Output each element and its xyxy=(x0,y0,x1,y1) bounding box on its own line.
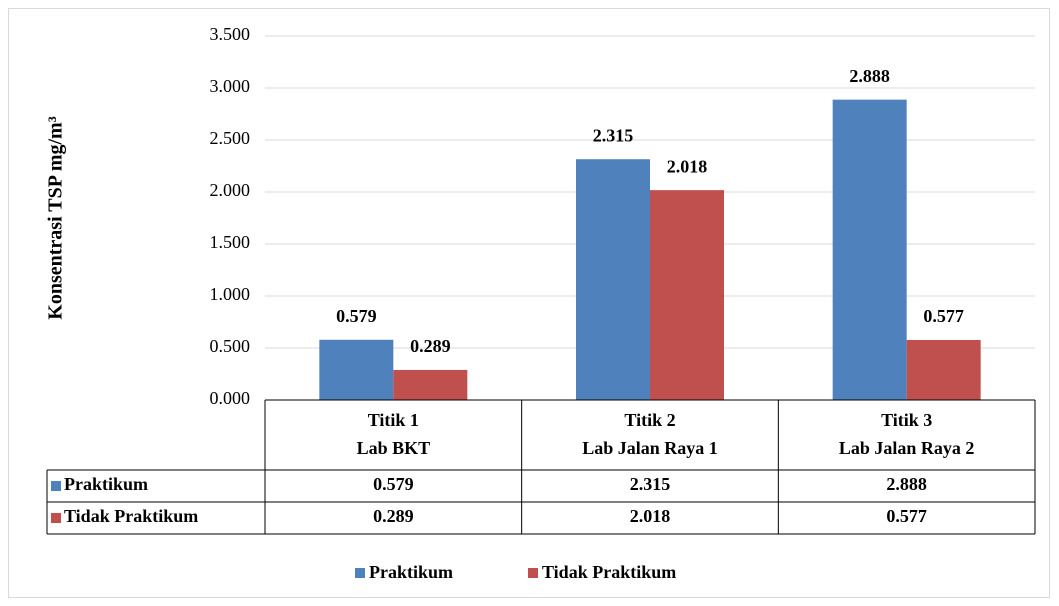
x-tick-label: Lab Jalan Raya 1 xyxy=(582,438,718,458)
bar xyxy=(832,99,907,400)
legend-key xyxy=(355,568,365,578)
table-row-label: Tidak Praktikum xyxy=(64,506,198,526)
y-tick-label: 3.500 xyxy=(210,24,251,44)
data-label: 0.577 xyxy=(923,306,964,326)
x-tick-label: Titik 2 xyxy=(624,410,675,430)
y-tick-label: 2.500 xyxy=(210,128,251,148)
x-tick-label: Titik 1 xyxy=(368,410,419,430)
data-label: 2.018 xyxy=(667,156,708,176)
x-tick-label: Titik 3 xyxy=(881,410,932,430)
table-cell: 2.315 xyxy=(630,474,671,494)
x-tick-label: Lab BKT xyxy=(357,438,431,458)
table-cell: 2.018 xyxy=(630,506,671,526)
y-tick-label: 2.000 xyxy=(210,180,251,200)
table-legend-key xyxy=(51,481,61,491)
legend-key xyxy=(528,568,538,578)
data-label: 2.315 xyxy=(593,125,634,145)
table-cell: 0.579 xyxy=(373,474,414,494)
y-tick-label: 0.000 xyxy=(210,388,251,408)
bar xyxy=(393,369,468,400)
table-row-label: Praktikum xyxy=(64,474,148,494)
table-cell: 0.577 xyxy=(886,506,927,526)
bar xyxy=(576,159,650,400)
legend-label: Praktikum xyxy=(369,562,453,582)
table-cell: 2.888 xyxy=(886,474,927,494)
bar xyxy=(650,190,724,400)
data-label: 0.579 xyxy=(336,306,377,326)
y-tick-label: 0.500 xyxy=(210,336,251,356)
bar xyxy=(319,339,394,400)
bar xyxy=(906,339,981,400)
y-tick-label: 1.000 xyxy=(210,284,251,304)
x-tick-label: Lab Jalan Raya 2 xyxy=(839,438,975,458)
data-label: 0.289 xyxy=(410,336,451,356)
data-label: 2.888 xyxy=(849,66,890,86)
y-tick-label: 3.000 xyxy=(210,76,251,96)
legend-label: Tidak Praktikum xyxy=(542,562,676,582)
y-axis-title: Konsentrasi TSP mg/m³ xyxy=(45,116,67,319)
table-cell: 0.289 xyxy=(373,506,414,526)
y-tick-label: 1.500 xyxy=(210,232,251,252)
table-legend-key xyxy=(51,513,61,523)
